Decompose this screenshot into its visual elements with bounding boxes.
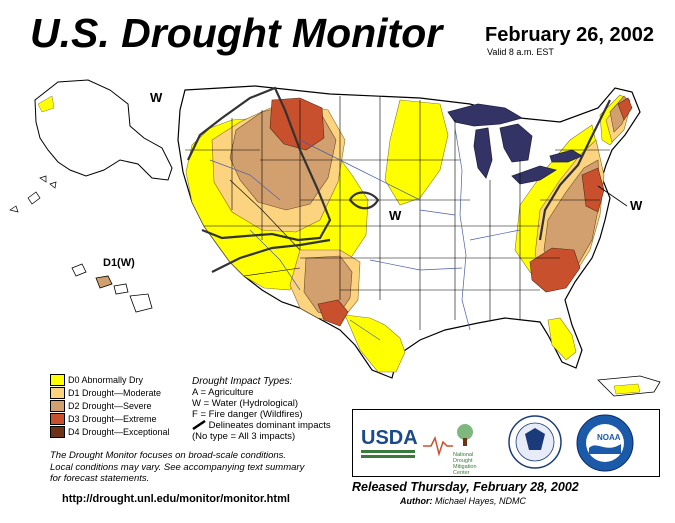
ndmc-wave-icon — [423, 435, 453, 457]
usda-text: USDA — [361, 427, 418, 449]
d0-texas — [344, 314, 406, 373]
legend-label: D0 Abnormally Dry — [68, 375, 144, 385]
legend-item-d0: D0 Abnormally Dry — [50, 374, 143, 386]
impact-line-icon — [192, 420, 206, 431]
monitor-url-link[interactable]: http://drought.unl.edu/monitor/monitor.h… — [62, 493, 290, 505]
impact-types: Drought Impact Types: A = Agriculture W … — [192, 376, 331, 442]
impact-heading: Drought Impact Types: — [192, 376, 293, 387]
usda-logo: USDA — [361, 427, 418, 458]
d3-midatlantic — [581, 167, 605, 213]
d3-carolinas — [529, 247, 581, 293]
noaa-logo: NOAA — [576, 414, 634, 472]
legend-label: D3 Drought—Extreme — [68, 414, 157, 424]
impact-fire: F = Fire danger (Wildfires) — [192, 409, 303, 420]
impact-line-key: Delineates dominant impacts — [192, 420, 331, 431]
impact-line-label: Delineates dominant impacts — [208, 420, 331, 431]
d3-maine — [617, 97, 633, 121]
impact-agriculture: A = Agriculture — [192, 387, 254, 398]
map-date: February 26, 2002 — [485, 24, 654, 46]
valid-time: Valid 8 a.m. EST — [487, 47, 554, 57]
legend-label: D2 Drought—Severe — [68, 401, 152, 411]
alaska-islands — [9, 175, 57, 213]
release-date: Released Thursday, February 28, 2002 — [352, 480, 579, 494]
impact-line-loop — [348, 191, 380, 210]
partner-logos: USDA National Drought Mitigation Center … — [352, 409, 660, 477]
d3-socal — [317, 299, 349, 327]
map-label-hawaii: D1(W) — [103, 257, 135, 269]
d0-florida — [547, 317, 577, 361]
author-prefix: Author: — [400, 496, 433, 506]
legend-item-d1: D1 Drought—Moderate — [50, 387, 161, 399]
legend-swatch-d3 — [50, 413, 65, 425]
impact-water: W = Water (Hydrological) — [192, 398, 299, 409]
great-lakes — [447, 103, 583, 185]
legend-swatch-d2 — [50, 400, 65, 412]
page-title: U.S. Drought Monitor — [30, 10, 443, 56]
lake-erie — [511, 165, 558, 185]
alaska-d0 — [37, 95, 55, 113]
focus-line-2: Local conditions may vary. See accompany… — [50, 461, 305, 473]
ndmc-tree-icon — [457, 424, 473, 440]
legend-item-d4: D4 Drought—Exceptional — [50, 426, 170, 438]
author-name: Michael Hayes, NDMC — [435, 496, 527, 506]
puerto-rico — [597, 375, 661, 397]
author-line: Author: Michael Hayes, NDMC — [400, 496, 526, 506]
focus-line-3: for forecast statements. — [50, 473, 150, 484]
impact-line-east — [538, 99, 611, 241]
impact-line-south — [211, 238, 331, 273]
legend-item-d3: D3 Drought—Extreme — [50, 413, 157, 425]
ndmc-logo: National Drought Mitigation Center — [423, 424, 477, 476]
noaa-text: NOAA — [597, 433, 621, 442]
map-label-w-east-leader — [597, 185, 628, 207]
d3-montana — [269, 97, 325, 151]
map-label-w-west: W — [150, 90, 163, 105]
legend-swatch-d1 — [50, 387, 65, 399]
hawaii — [71, 263, 153, 313]
lake-huron — [499, 123, 533, 163]
noaa-bird-icon — [589, 444, 621, 454]
legend-label: D1 Drought—Moderate — [68, 388, 162, 398]
focus-line-1: The Drought Monitor focuses on broad-sca… — [50, 450, 287, 461]
lake-michigan — [473, 127, 493, 179]
legend-swatch-d0 — [50, 374, 65, 386]
state-boundaries — [185, 96, 610, 330]
commerce-seal — [508, 415, 562, 469]
eagle-shield-icon — [525, 428, 545, 450]
logos-svg: USDA National Drought Mitigation Center … — [361, 414, 634, 476]
lake-superior — [447, 103, 524, 127]
ndmc-text-3: Mitigation — [453, 464, 477, 470]
legend-label: D4 Drought—Exceptional — [68, 427, 170, 437]
legend-item-d2: D2 Drought—Severe — [50, 400, 152, 412]
lake-ontario — [549, 149, 583, 163]
legend-swatch-d4 — [50, 426, 65, 438]
ndmc-text-4: Center — [453, 470, 470, 476]
impact-line-west — [187, 86, 332, 242]
ndmc-text-1: National — [453, 452, 473, 458]
rivers — [209, 127, 521, 341]
focus-note: The Drought Monitor focuses on broad-sca… — [50, 450, 340, 485]
alaska — [34, 79, 173, 181]
impact-none: (No type = All 3 impacts) — [192, 431, 296, 442]
map-label-w-east: W — [630, 198, 643, 213]
ndmc-text-2: Drought — [453, 458, 473, 464]
d3-areas — [269, 97, 633, 327]
impact-lines — [187, 86, 611, 273]
map-label-w-central: W — [389, 208, 402, 223]
